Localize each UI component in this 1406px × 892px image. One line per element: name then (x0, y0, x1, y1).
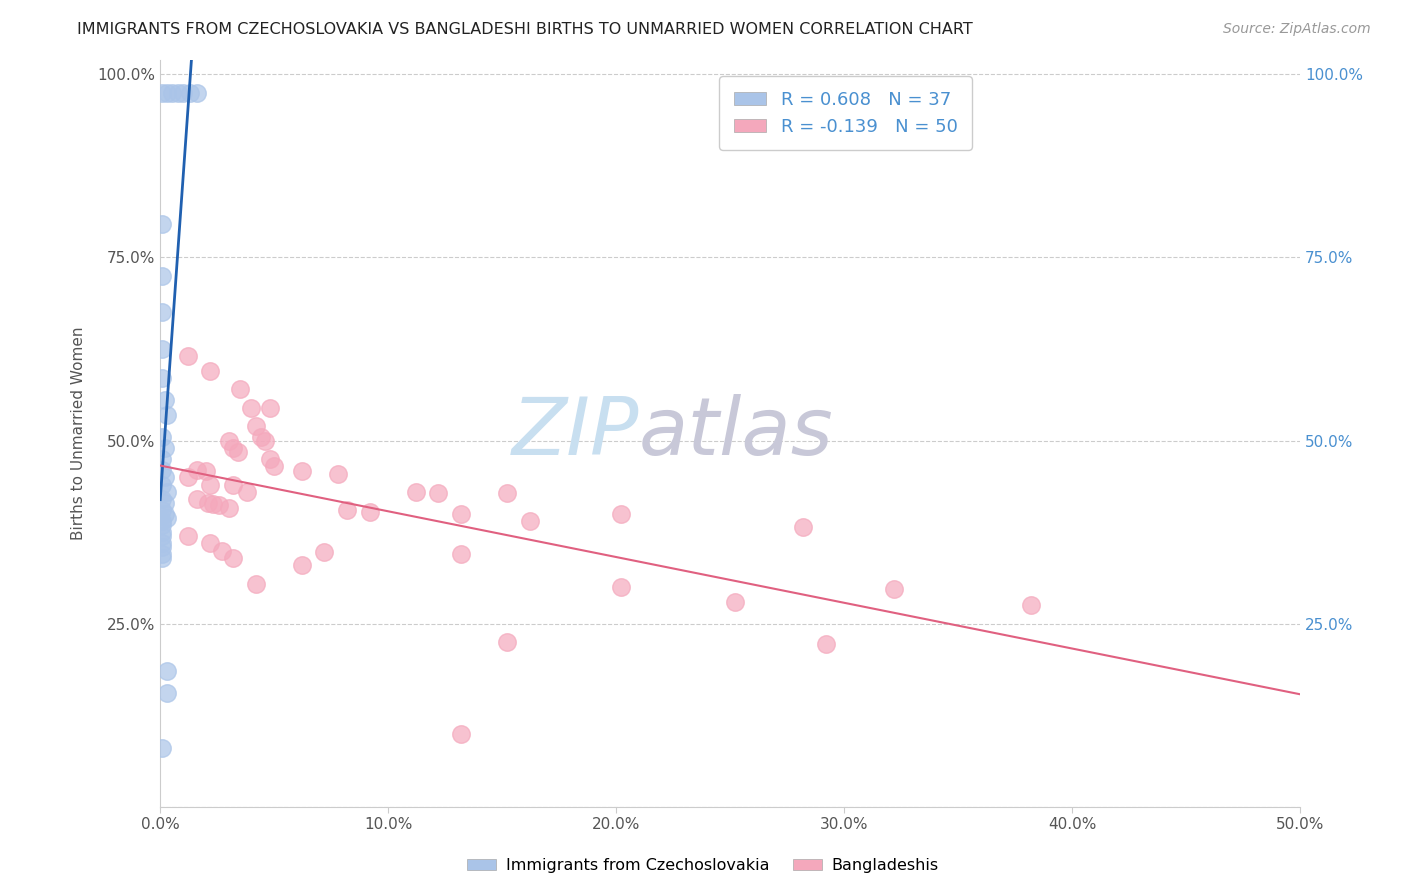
Point (186, 463, 208, 477)
Point (359, 505, 381, 519)
Point (249, 430, 271, 444)
Point (152, 517, 174, 532)
Point (153, 496, 176, 510)
Point (152, 218, 174, 232)
Point (259, 452, 281, 467)
Point (152, 371, 174, 385)
Point (218, 434, 240, 448)
Point (156, 665, 179, 679)
Point (883, 582, 905, 596)
Point (152, 540, 174, 554)
Text: ZIP: ZIP (512, 394, 638, 472)
Point (152, 305, 174, 319)
Point (152, 430, 174, 444)
Point (450, 547, 472, 561)
Point (222, 441, 245, 455)
Point (495, 635, 517, 649)
Point (200, 364, 222, 378)
Point (153, 470, 176, 484)
Point (167, 86, 190, 100)
Point (172, 86, 194, 100)
Point (176, 470, 198, 484)
Point (450, 507, 472, 521)
Legend: R = 0.608   N = 37, R = -0.139   N = 50: R = 0.608 N = 37, R = -0.139 N = 50 (718, 76, 972, 150)
Point (153, 507, 176, 521)
Point (229, 382, 252, 396)
Point (609, 507, 631, 521)
Point (156, 510, 179, 524)
Point (450, 727, 472, 741)
Point (156, 408, 179, 422)
Point (153, 441, 176, 455)
Point (405, 484, 427, 499)
Point (197, 496, 219, 510)
Point (609, 580, 631, 594)
Point (156, 484, 179, 499)
Point (263, 459, 285, 474)
Point (179, 86, 201, 100)
Point (160, 86, 183, 100)
Point (152, 503, 174, 517)
Point (290, 558, 312, 573)
Point (814, 637, 837, 651)
Point (326, 467, 349, 481)
Point (226, 444, 249, 458)
Point (519, 514, 541, 528)
Point (152, 268, 174, 283)
Text: Source: ZipAtlas.com: Source: ZipAtlas.com (1223, 22, 1371, 37)
Point (152, 547, 174, 561)
Point (176, 529, 198, 543)
Point (152, 452, 174, 467)
Point (156, 686, 179, 700)
Point (336, 503, 359, 517)
Legend: Immigrants from Czechoslovakia, Bangladeshis: Immigrants from Czechoslovakia, Banglade… (461, 852, 945, 880)
Point (200, 477, 222, 491)
Text: IMMIGRANTS FROM CZECHOSLOVAKIA VS BANGLADESHI BIRTHS TO UNMARRIED WOMEN CORRELAT: IMMIGRANTS FROM CZECHOSLOVAKIA VS BANGLA… (77, 22, 973, 37)
Point (245, 576, 267, 591)
Point (240, 401, 263, 415)
Point (152, 741, 174, 756)
Point (208, 498, 231, 512)
Y-axis label: Births to Unmarried Women: Births to Unmarried Women (72, 326, 86, 540)
Point (152, 550, 174, 565)
Point (427, 486, 450, 500)
Point (186, 86, 208, 100)
Point (211, 543, 233, 558)
Point (792, 520, 814, 534)
Point (290, 464, 312, 478)
Point (176, 350, 198, 364)
Text: atlas: atlas (638, 394, 834, 472)
Point (153, 393, 176, 408)
Point (259, 401, 281, 415)
Point (201, 497, 224, 511)
Point (222, 550, 245, 565)
Point (1019, 599, 1042, 613)
Point (152, 477, 174, 491)
Point (152, 86, 174, 100)
Point (218, 501, 240, 516)
Point (152, 463, 174, 477)
Point (200, 536, 222, 550)
Point (222, 477, 245, 491)
Point (152, 536, 174, 550)
Point (236, 484, 259, 499)
Point (495, 486, 517, 500)
Point (254, 434, 277, 448)
Point (152, 529, 174, 543)
Point (314, 545, 336, 559)
Point (245, 419, 267, 434)
Point (152, 342, 174, 356)
Point (156, 86, 179, 100)
Point (152, 492, 174, 507)
Point (152, 514, 174, 528)
Point (186, 492, 208, 507)
Point (194, 464, 217, 478)
Point (724, 595, 747, 609)
Point (152, 525, 174, 540)
